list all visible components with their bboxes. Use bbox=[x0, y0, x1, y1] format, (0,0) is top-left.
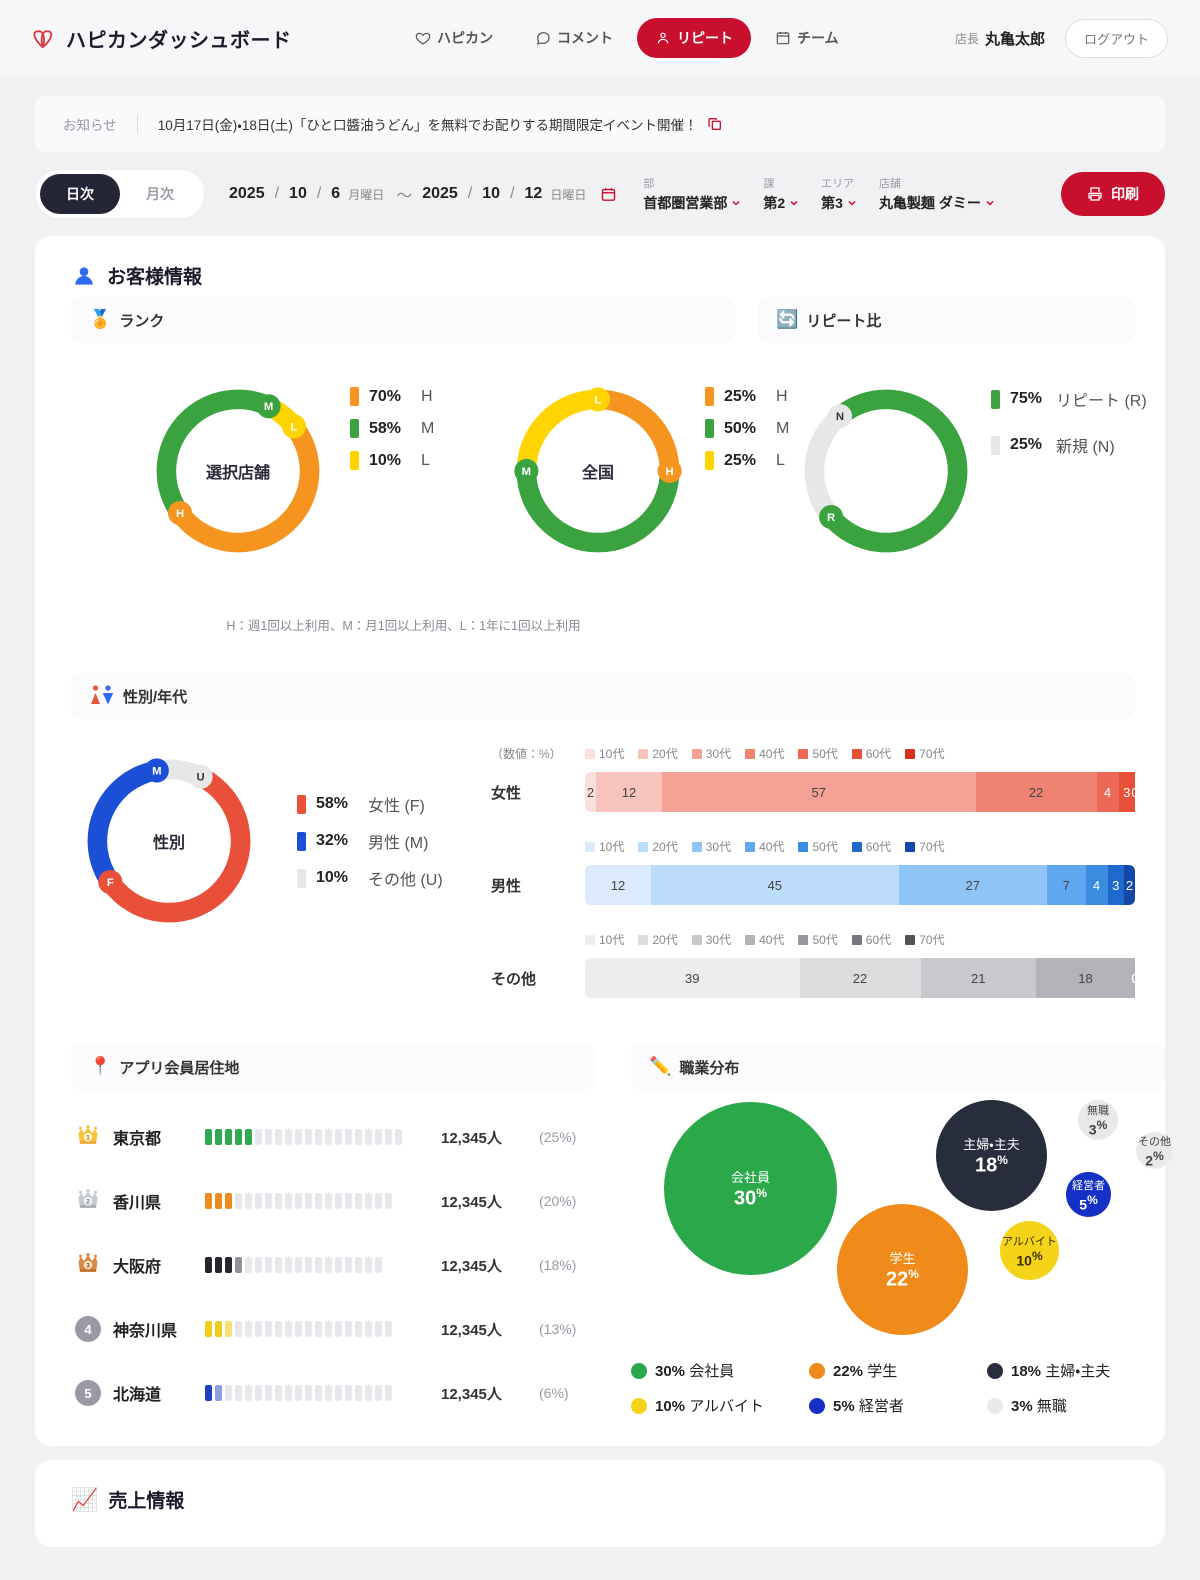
svg-text:H: H bbox=[666, 466, 674, 478]
svg-text:U: U bbox=[197, 772, 205, 784]
svg-text:F: F bbox=[107, 877, 114, 889]
svg-text:M: M bbox=[152, 765, 161, 777]
svg-text:N: N bbox=[836, 411, 844, 423]
svg-text:M: M bbox=[264, 401, 273, 413]
svg-text:1: 1 bbox=[86, 1135, 90, 1142]
svg-text:M: M bbox=[522, 466, 531, 478]
svg-text:R: R bbox=[827, 512, 835, 524]
svg-text:L: L bbox=[595, 394, 602, 406]
svg-text:L: L bbox=[291, 421, 298, 433]
svg-text:H: H bbox=[176, 508, 184, 520]
svg-text:3: 3 bbox=[86, 1263, 90, 1270]
svg-text:2: 2 bbox=[86, 1199, 90, 1206]
